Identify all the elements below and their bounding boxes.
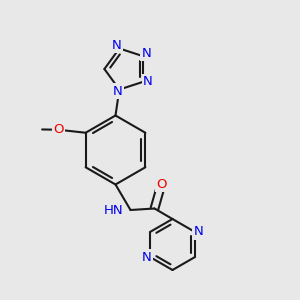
Text: N: N: [113, 85, 123, 98]
Text: N: N: [142, 47, 151, 60]
Text: N: N: [193, 225, 203, 238]
Text: O: O: [53, 123, 64, 136]
Text: HN: HN: [103, 203, 123, 217]
Text: O: O: [156, 178, 167, 191]
Text: N: N: [112, 39, 121, 52]
Text: N: N: [142, 251, 152, 264]
Text: N: N: [143, 75, 153, 88]
